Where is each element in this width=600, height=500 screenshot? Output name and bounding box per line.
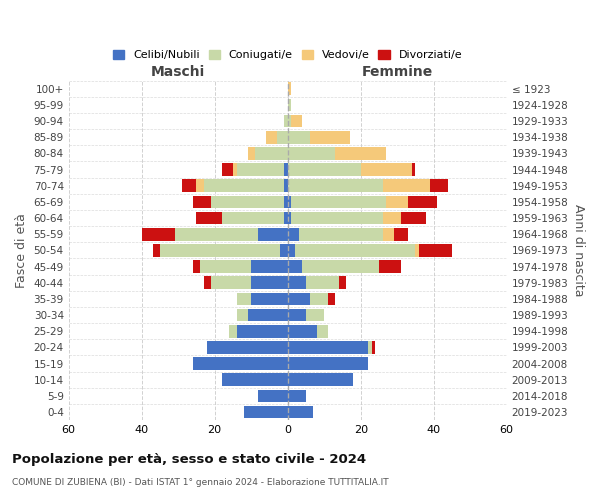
Bar: [200, 260, 251, 273]
Bar: [284, 180, 287, 192]
Text: Popolazione per età, sesso e stato civile - 2024: Popolazione per età, sesso e stato civil…: [12, 452, 366, 466]
Bar: [142, 228, 175, 240]
Bar: [287, 341, 368, 353]
Bar: [287, 164, 361, 176]
Bar: [236, 325, 287, 338]
Bar: [287, 276, 306, 289]
Bar: [284, 115, 287, 128]
Y-axis label: Fasce di età: Fasce di età: [15, 213, 28, 288]
Bar: [222, 374, 287, 386]
Bar: [292, 196, 386, 208]
Bar: [295, 244, 415, 256]
Bar: [287, 180, 383, 192]
Bar: [310, 292, 328, 305]
Bar: [339, 276, 346, 289]
Bar: [248, 309, 287, 322]
Bar: [251, 260, 287, 273]
Bar: [193, 358, 287, 370]
Bar: [287, 131, 310, 143]
Bar: [287, 358, 368, 370]
Bar: [287, 82, 292, 95]
Bar: [430, 180, 448, 192]
Bar: [284, 164, 287, 176]
Bar: [266, 131, 277, 143]
Y-axis label: Anni di nascita: Anni di nascita: [572, 204, 585, 296]
Bar: [204, 180, 284, 192]
Bar: [244, 406, 287, 418]
Bar: [248, 147, 255, 160]
Bar: [292, 212, 383, 224]
Bar: [415, 244, 419, 256]
Bar: [361, 164, 412, 176]
Bar: [251, 276, 287, 289]
Bar: [379, 260, 401, 273]
Bar: [182, 180, 196, 192]
Bar: [401, 212, 427, 224]
Bar: [287, 406, 313, 418]
Bar: [287, 147, 335, 160]
Bar: [284, 196, 287, 208]
Text: Maschi: Maschi: [151, 65, 205, 79]
Bar: [287, 325, 317, 338]
Bar: [280, 244, 287, 256]
Bar: [229, 325, 236, 338]
Bar: [196, 212, 222, 224]
Bar: [287, 244, 295, 256]
Bar: [292, 115, 302, 128]
Bar: [211, 276, 251, 289]
Bar: [287, 212, 292, 224]
Bar: [368, 341, 371, 353]
Bar: [310, 131, 350, 143]
Bar: [302, 260, 379, 273]
Bar: [306, 309, 324, 322]
Bar: [236, 309, 248, 322]
Bar: [259, 390, 287, 402]
Bar: [160, 244, 280, 256]
Bar: [335, 147, 386, 160]
Bar: [193, 260, 200, 273]
Bar: [204, 276, 211, 289]
Bar: [287, 390, 306, 402]
Bar: [394, 228, 408, 240]
Bar: [251, 292, 287, 305]
Bar: [408, 196, 437, 208]
Legend: Celibi/Nubili, Coniugati/e, Vedovi/e, Divorziati/e: Celibi/Nubili, Coniugati/e, Vedovi/e, Di…: [109, 46, 467, 65]
Bar: [222, 212, 284, 224]
Bar: [152, 244, 160, 256]
Bar: [299, 228, 383, 240]
Bar: [383, 228, 394, 240]
Bar: [383, 180, 430, 192]
Bar: [287, 374, 353, 386]
Bar: [277, 131, 287, 143]
Bar: [175, 228, 259, 240]
Bar: [196, 180, 204, 192]
Bar: [236, 164, 284, 176]
Bar: [208, 341, 287, 353]
Bar: [259, 228, 287, 240]
Bar: [383, 212, 401, 224]
Bar: [287, 115, 292, 128]
Bar: [233, 164, 236, 176]
Bar: [287, 196, 292, 208]
Bar: [287, 228, 299, 240]
Bar: [287, 98, 292, 111]
Bar: [306, 276, 339, 289]
Bar: [287, 292, 310, 305]
Bar: [386, 196, 408, 208]
Bar: [419, 244, 452, 256]
Bar: [255, 147, 287, 160]
Text: Femmine: Femmine: [362, 65, 433, 79]
Bar: [284, 212, 287, 224]
Bar: [236, 292, 251, 305]
Bar: [317, 325, 328, 338]
Bar: [222, 164, 233, 176]
Bar: [328, 292, 335, 305]
Bar: [211, 196, 284, 208]
Bar: [287, 309, 306, 322]
Text: COMUNE DI ZUBIENA (BI) - Dati ISTAT 1° gennaio 2024 - Elaborazione TUTTITALIA.IT: COMUNE DI ZUBIENA (BI) - Dati ISTAT 1° g…: [12, 478, 389, 487]
Bar: [412, 164, 415, 176]
Bar: [193, 196, 211, 208]
Bar: [371, 341, 376, 353]
Bar: [287, 260, 302, 273]
